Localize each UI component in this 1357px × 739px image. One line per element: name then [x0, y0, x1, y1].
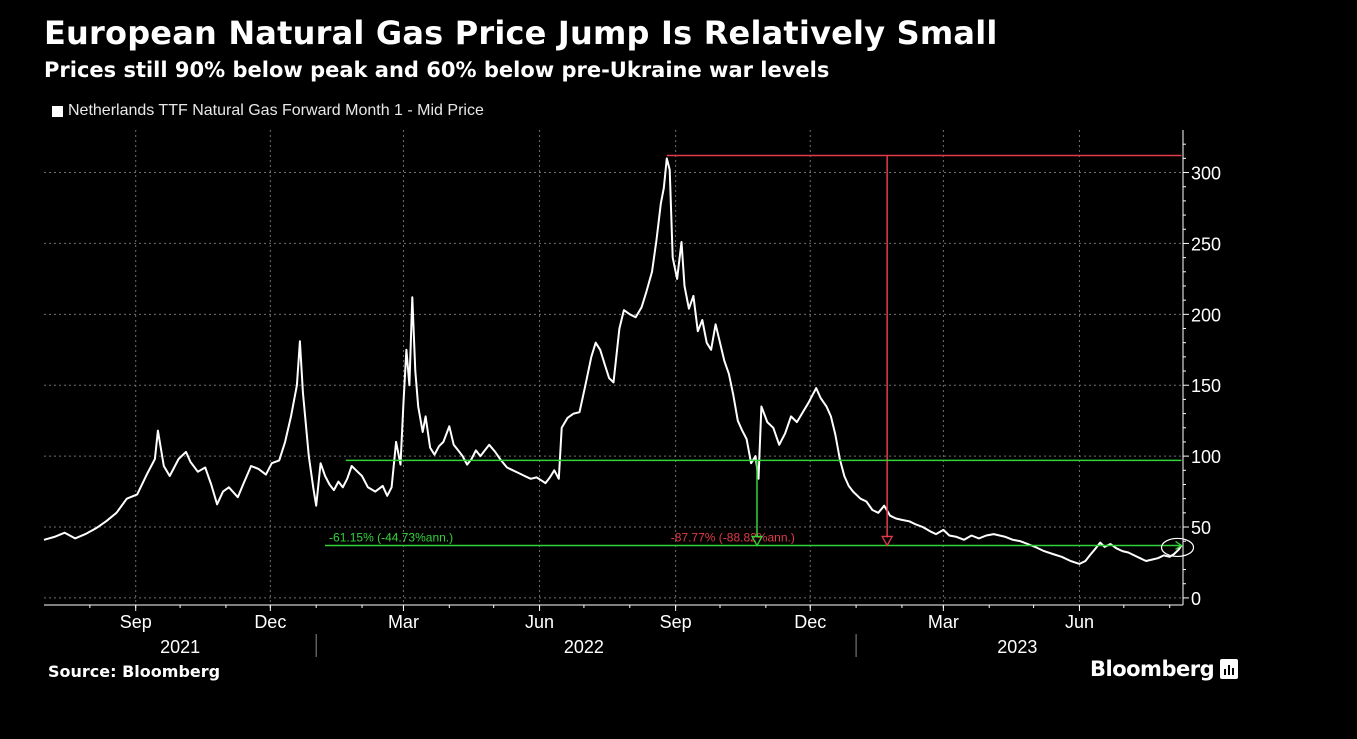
grid-layer [44, 130, 1183, 605]
axis-layer: 0 50 100 150 200 250 300 Sep Dec Mar Jun Sep Dec Mar J… [44, 130, 1221, 657]
x-tick-label: Mar [928, 612, 959, 632]
x-tick-label: Dec [794, 612, 826, 632]
legend-label: Netherlands TTF Natural Gas Forward Mont… [68, 102, 484, 119]
year-label: 2021 [160, 637, 200, 657]
x-tick-label: Sep [120, 612, 152, 632]
series-line [43, 157, 1183, 565]
peak-change-label: -87.77% (-88.82%ann.) [671, 530, 795, 544]
x-tick-label: Sep [660, 612, 692, 632]
latest-price-circle [1160, 537, 1195, 558]
chart-title: European Natural Gas Price Jump Is Relat… [44, 14, 998, 52]
x-tick-label: Jun [1065, 612, 1094, 632]
y-tick-label: 150 [1191, 376, 1221, 396]
x-tick-label: Mar [388, 612, 419, 632]
series-layer [43, 157, 1183, 565]
legend: Netherlands TTF Natural Gas Forward Mont… [52, 102, 484, 120]
prewar-drop-arrow [750, 535, 764, 547]
y-tick-label: 100 [1191, 447, 1221, 467]
year-label: 2022 [564, 637, 604, 657]
x-tick-label: Jun [525, 612, 554, 632]
year-label: 2023 [997, 637, 1037, 657]
y-tick-label: 0 [1191, 589, 1201, 609]
chart-subtitle: Prices still 90% below peak and 60% belo… [44, 58, 830, 82]
annotation-layer: -87.77% (-88.82%ann.) -61.15% (-44.73%ann… [325, 154, 1195, 558]
y-tick-label: 50 [1191, 518, 1211, 538]
y-tick-label: 200 [1191, 305, 1221, 325]
current-level-arrow [1175, 540, 1183, 550]
source-note: Source: Bloomberg [48, 662, 221, 681]
peak-drop-arrow [881, 535, 894, 547]
x-tick-label: Dec [254, 612, 286, 632]
prewar-change-label: -61.15% (-44.73%ann.) [329, 530, 453, 544]
brand-name: Bloomberg [1090, 657, 1215, 681]
y-tick-label: 250 [1191, 234, 1221, 254]
legend-swatch [52, 105, 63, 117]
y-tick-label: 300 [1191, 164, 1221, 184]
bar-chart-icon [1220, 659, 1239, 679]
brand-logo: Bloomberg [1090, 657, 1239, 681]
